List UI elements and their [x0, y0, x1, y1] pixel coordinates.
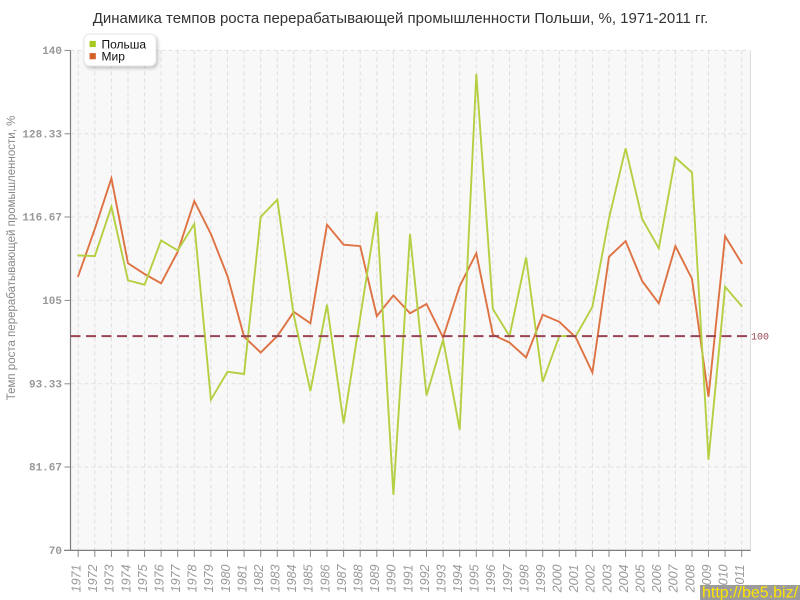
svg-text:1995: 1995 — [468, 564, 482, 592]
svg-text:1998: 1998 — [517, 564, 531, 592]
svg-text:1975: 1975 — [136, 564, 150, 592]
svg-text:81.67: 81.67 — [29, 463, 62, 475]
svg-text:Мир: Мир — [102, 50, 126, 64]
svg-text:1990: 1990 — [385, 564, 399, 592]
svg-text:93.33: 93.33 — [29, 379, 62, 391]
svg-text:1979: 1979 — [202, 564, 216, 592]
svg-text:1984: 1984 — [285, 564, 299, 592]
svg-text:1974: 1974 — [119, 564, 133, 592]
svg-text:1994: 1994 — [451, 564, 465, 592]
svg-text:Динамика темпов роста перераба: Динамика темпов роста перерабатывающей п… — [93, 10, 709, 27]
svg-text:1997: 1997 — [501, 563, 515, 592]
svg-text:2004: 2004 — [617, 564, 631, 593]
svg-text:70: 70 — [49, 546, 62, 558]
svg-text:1978: 1978 — [186, 564, 200, 592]
svg-text:2008: 2008 — [683, 564, 697, 593]
svg-text:Темп роста перерабатывающей пр: Темп роста перерабатывающей промышленнос… — [6, 116, 18, 401]
svg-text:1988: 1988 — [352, 564, 366, 592]
svg-text:1999: 1999 — [534, 564, 548, 592]
svg-text:100: 100 — [751, 332, 769, 343]
svg-text:1993: 1993 — [434, 564, 448, 592]
svg-text:1973: 1973 — [103, 564, 117, 592]
svg-text:Польша: Польша — [102, 37, 147, 51]
svg-text:2006: 2006 — [650, 564, 664, 593]
svg-text:2001: 2001 — [567, 565, 581, 594]
svg-text:1991: 1991 — [401, 565, 415, 593]
svg-text:128.33: 128.33 — [22, 129, 62, 141]
svg-text:2005: 2005 — [634, 564, 648, 593]
svg-text:1992: 1992 — [418, 564, 432, 592]
svg-text:105: 105 — [42, 296, 62, 308]
svg-text:2003: 2003 — [600, 564, 614, 593]
svg-text:1977: 1977 — [169, 563, 183, 592]
svg-text:1989: 1989 — [368, 564, 382, 592]
svg-text:http://be5.biz/: http://be5.biz/ — [702, 585, 799, 600]
svg-text:1996: 1996 — [484, 564, 498, 592]
svg-text:140: 140 — [42, 46, 62, 58]
svg-text:1987: 1987 — [335, 563, 349, 592]
svg-text:1982: 1982 — [252, 564, 266, 592]
svg-text:1980: 1980 — [219, 564, 233, 592]
svg-text:1981: 1981 — [235, 565, 249, 593]
svg-text:1972: 1972 — [86, 564, 100, 592]
svg-text:1986: 1986 — [318, 564, 332, 592]
svg-text:2002: 2002 — [584, 564, 598, 593]
svg-text:1976: 1976 — [152, 564, 166, 592]
svg-text:1983: 1983 — [269, 564, 283, 592]
svg-text:1985: 1985 — [302, 564, 316, 592]
svg-text:1971: 1971 — [70, 565, 84, 593]
svg-text:2000: 2000 — [551, 564, 565, 593]
svg-text:2007: 2007 — [667, 563, 681, 593]
svg-text:116.67: 116.67 — [22, 213, 62, 225]
